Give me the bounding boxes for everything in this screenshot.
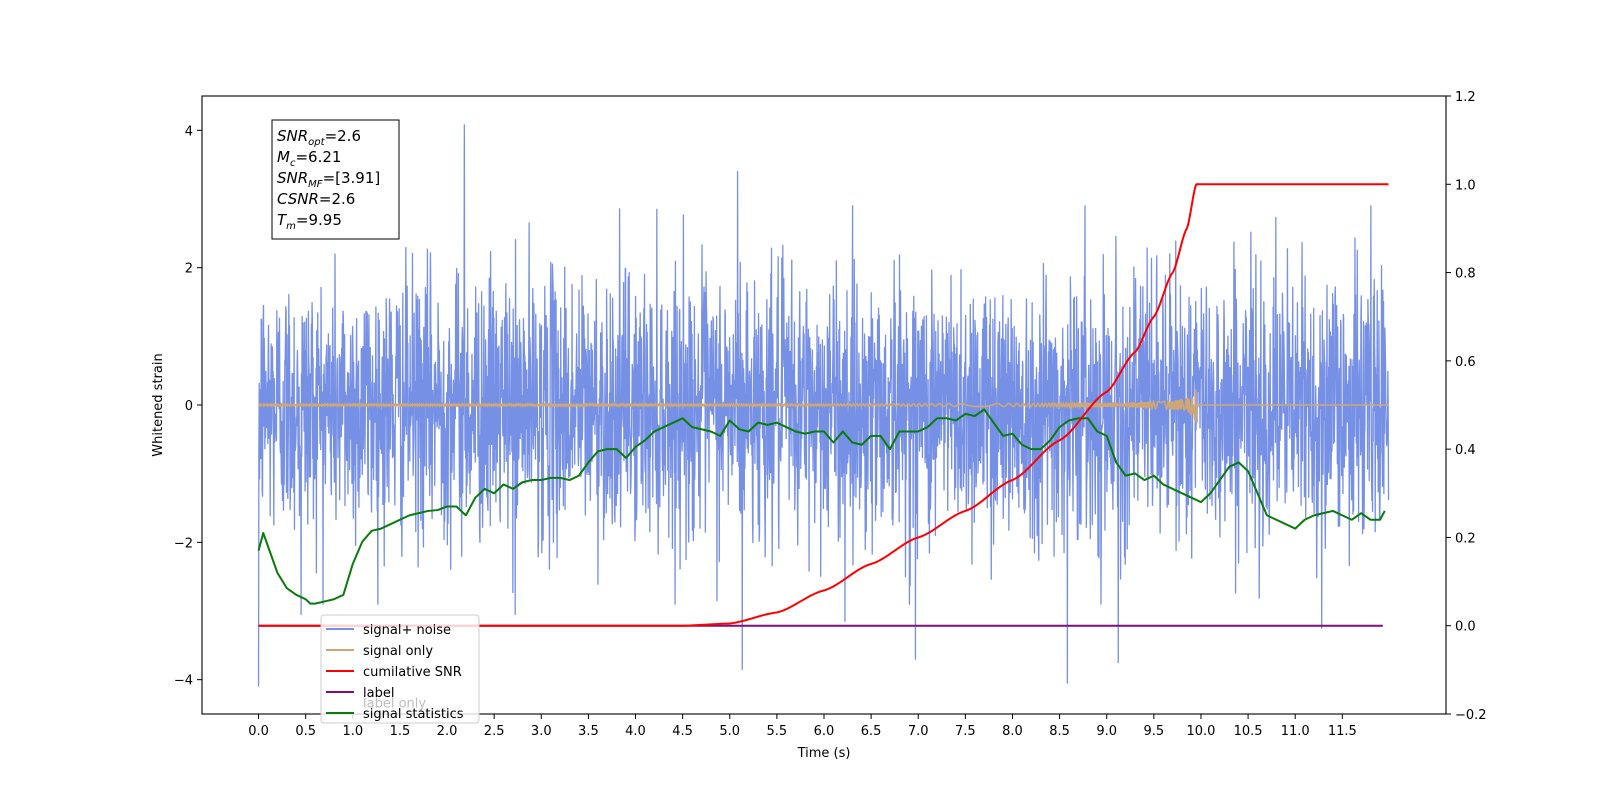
x-tick-label: 11.5 (1328, 724, 1357, 739)
x-tick-label: 6.0 (814, 724, 835, 739)
x-tick-label: 3.0 (531, 724, 552, 739)
x-tick-label: 0.0 (248, 724, 269, 739)
legend-label-only: label only (363, 697, 426, 712)
annotation-frame (271, 119, 400, 240)
x-tick-label: 9.5 (1144, 724, 1165, 739)
x-tick-label: 9.0 (1096, 724, 1117, 739)
y-tick-label: −4 (174, 674, 193, 689)
y2-tick-label: 1.0 (1455, 178, 1476, 193)
x-tick-label: 7.5 (955, 724, 976, 739)
x-tick-label: 8.0 (1002, 724, 1023, 739)
series-cumulative-snr (258, 183, 1389, 627)
x-tick-label: 2.0 (437, 724, 458, 739)
x-tick-label: 10.0 (1186, 724, 1215, 739)
annotation-snr-opt: SNRopt=2.6 (277, 127, 361, 148)
annotation-csnr: CSNR=2.6 (277, 190, 355, 208)
annotation-snr-mf: SNRMF=[3.91] (277, 169, 380, 190)
legend-entry: label (363, 686, 394, 701)
x-tick-label: 5.0 (719, 724, 740, 739)
legend-entry: signal+ noise (363, 623, 451, 638)
x-axis-title: Time (s) (797, 746, 851, 761)
x-tick-label: 4.0 (625, 724, 646, 739)
x-tick-label: 1.5 (390, 724, 411, 739)
series-signal-only (258, 389, 1389, 424)
annotation-mc: Mc=6.21 (277, 148, 341, 169)
y-axis-title: Whitened strain (151, 353, 166, 456)
x-tick-label: 5.5 (767, 724, 788, 739)
plot-area (257, 124, 1390, 687)
legend: label only signal+ noise signal only cumila… (320, 614, 480, 724)
x-tick-label: 7.0 (908, 724, 929, 739)
annotation-tm: Tm=9.95 (277, 211, 342, 232)
y-tick-label: −2 (174, 536, 193, 551)
x-tick-label: 8.5 (1049, 724, 1070, 739)
y2-tick-label: 0.4 (1455, 443, 1476, 458)
y-tick-label: 0 (185, 399, 193, 414)
legend-frame (320, 614, 480, 724)
x-tick-label: 6.5 (861, 724, 882, 739)
legend-entry: signal statistics (363, 707, 464, 722)
x-tick-label: 10.5 (1234, 724, 1263, 739)
y2-tick-label: 0.6 (1455, 355, 1476, 370)
legend-entry: signal only (363, 644, 433, 659)
x-tick-label: 4.5 (672, 724, 693, 739)
y2-tick-label: −0.2 (1455, 708, 1487, 723)
axes: 0.0 0.5 1.0 1.5 2.0 2.5 3.0 3.5 4.0 4.5 5.0 5.5 6.0 6… (174, 90, 1487, 739)
y2-tick-label: 1.2 (1455, 90, 1476, 105)
x-tick-label: 2.5 (484, 724, 505, 739)
series-signal-noise (257, 124, 1390, 687)
legend-entry: cumilative SNR (363, 665, 462, 680)
series-signal-statistics (257, 408, 1386, 605)
y2-tick-label: 0.0 (1455, 620, 1476, 635)
x-tick-label: 11.0 (1281, 724, 1310, 739)
x-tick-label: 3.5 (578, 724, 599, 739)
y2-tick-label: 0.8 (1455, 267, 1476, 282)
y2-tick-label: 0.2 (1455, 531, 1476, 546)
x-tick-label: 0.5 (295, 724, 316, 739)
y-tick-label: 4 (185, 124, 193, 139)
x-tick-label: 1.0 (342, 724, 363, 739)
y-tick-label: 2 (185, 262, 193, 277)
